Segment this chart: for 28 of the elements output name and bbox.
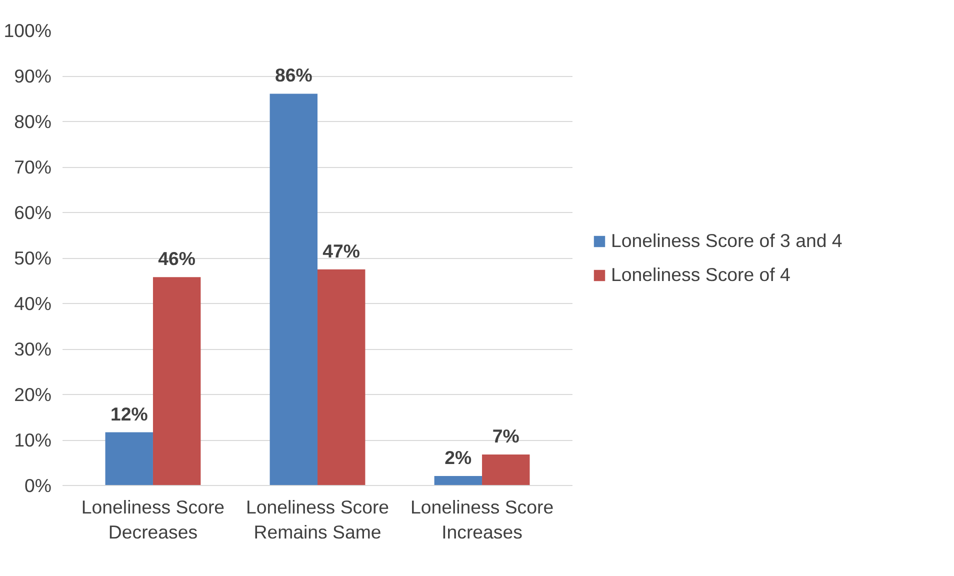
x-tick-label: Loneliness Score Increases <box>410 496 554 543</box>
x-tick-label: Loneliness Score Decreases <box>81 496 225 543</box>
x-tick-label: Loneliness Score Remains Same <box>246 496 390 543</box>
bar <box>152 277 201 486</box>
bar <box>434 476 482 486</box>
data-label: 2% <box>444 446 472 468</box>
y-tick-label: 60% <box>14 202 52 223</box>
y-tick-label: 40% <box>14 293 52 314</box>
data-label: 7% <box>492 426 520 447</box>
y-tick-label: 10% <box>14 430 52 450</box>
bar <box>482 454 530 486</box>
bar <box>318 269 366 486</box>
data-label: 46% <box>158 248 196 270</box>
y-tick-label: 80% <box>14 111 52 132</box>
y-tick-label: 70% <box>14 156 52 178</box>
bar <box>270 94 318 486</box>
y-tick-label: 50% <box>14 248 52 268</box>
legend-label: Loneliness Score of 4 <box>611 264 790 286</box>
y-tick-label: 0% <box>24 475 52 496</box>
legend-label: Loneliness Score of 3 and 4 <box>611 230 842 252</box>
data-label: 12% <box>110 403 148 424</box>
y-tick-label: 90% <box>14 66 52 86</box>
data-label: 86% <box>274 64 313 86</box>
bar <box>105 432 153 486</box>
data-label: 47% <box>322 240 360 262</box>
y-tick-label: 100% <box>4 20 52 41</box>
y-tick-label: 20% <box>14 384 52 405</box>
y-tick-label: 30% <box>14 338 52 360</box>
